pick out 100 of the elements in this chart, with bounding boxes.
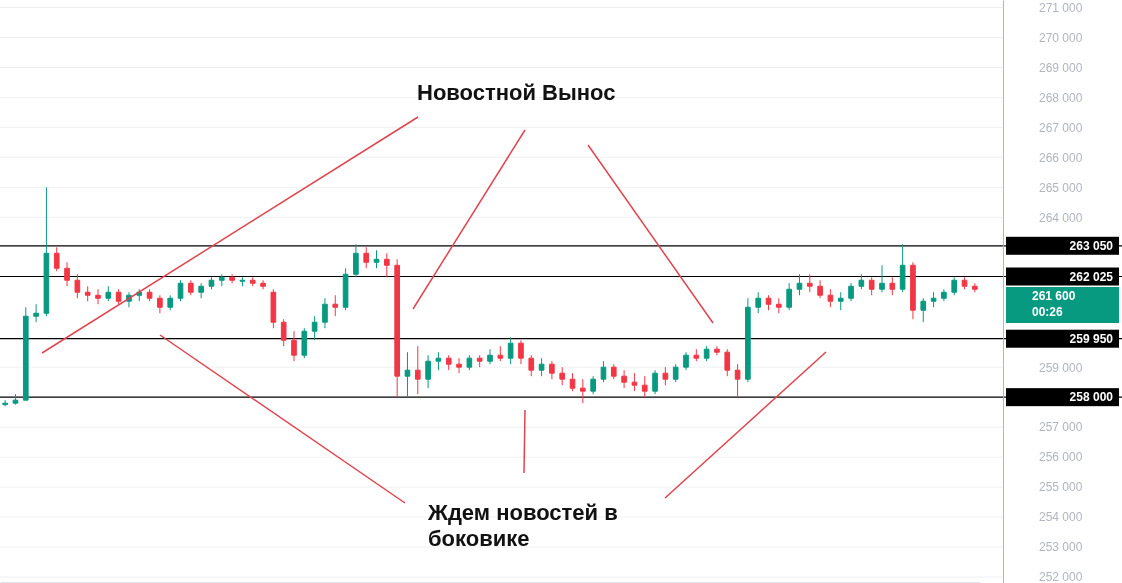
candlestick — [734, 363, 741, 398]
annotation: Ждем новостей в боковике — [427, 500, 618, 551]
text: 00:26 — [1032, 305, 1064, 320]
candlestick — [260, 279, 266, 290]
y-tick-label: 271 000 — [1039, 0, 1083, 15]
candlestick — [373, 249, 380, 269]
y-tick-label: 259 000 — [1039, 360, 1083, 375]
candlestick — [662, 366, 669, 386]
candlestick — [332, 294, 339, 317]
candlestick — [445, 354, 452, 371]
candlestick — [280, 318, 287, 347]
candlestick — [621, 369, 627, 389]
ref-line-label: 259 950 — [1069, 331, 1114, 346]
candlestick — [414, 345, 421, 395]
candlestick — [342, 267, 349, 311]
candlestick — [466, 354, 473, 371]
candlestick — [600, 360, 607, 383]
candlestick — [879, 264, 885, 293]
ref-line-label: 262 025 — [1069, 269, 1114, 284]
candlestick — [507, 336, 514, 365]
ref-line-label: 258 000 — [1069, 390, 1114, 405]
y-tick-label: 254 000 — [1039, 510, 1083, 525]
annotation: Новостной Вынос — [417, 80, 616, 105]
candlestick — [208, 276, 215, 290]
candlestick — [755, 291, 762, 314]
y-tick-label: 270 000 — [1039, 30, 1083, 45]
candlestick — [786, 282, 792, 311]
y-tick-label: 253 000 — [1039, 540, 1083, 555]
candlestick — [538, 357, 545, 377]
candlestick — [930, 291, 937, 308]
candlestick — [703, 345, 710, 362]
candlestick — [806, 273, 813, 293]
candlestick — [693, 348, 700, 362]
candlestick — [580, 378, 586, 404]
candlestick — [239, 276, 246, 287]
text: 261 600 — [1032, 289, 1076, 304]
candlestick — [672, 363, 679, 383]
candlestick — [167, 294, 174, 311]
y-tick-label: 268 000 — [1039, 90, 1083, 105]
candlestick — [858, 273, 865, 290]
y-tick-label: 255 000 — [1039, 480, 1083, 495]
candlestick — [920, 297, 927, 323]
candlestick — [972, 282, 978, 293]
candlestick — [848, 282, 854, 302]
candlestick — [425, 354, 431, 389]
candlestick — [177, 279, 184, 302]
y-tick-label: 269 000 — [1039, 60, 1083, 75]
candlestick — [12, 393, 19, 406]
candlestick — [435, 351, 442, 371]
candlestick — [157, 294, 163, 314]
candlestick — [776, 297, 782, 314]
candlestick — [353, 243, 359, 278]
candlestick — [631, 372, 638, 392]
candlestick — [910, 261, 916, 320]
y-tick-label: 266 000 — [1039, 150, 1083, 165]
y-tick-label: 257 000 — [1039, 420, 1083, 435]
candlestick — [796, 273, 803, 296]
candlestick — [961, 276, 968, 290]
candlestick — [105, 285, 112, 302]
candlestick — [745, 297, 751, 383]
candlestick — [941, 288, 947, 302]
candlestick — [610, 363, 617, 380]
candlestick — [487, 348, 493, 365]
candlestick — [115, 288, 122, 305]
candlestick — [889, 276, 896, 296]
candlestick — [43, 186, 50, 317]
candlestick — [249, 276, 256, 287]
candlestick — [291, 330, 297, 362]
candlestick — [363, 246, 370, 269]
candlestick — [456, 357, 462, 374]
candlestick — [899, 243, 906, 293]
candlestick — [33, 303, 39, 323]
candlestick — [188, 279, 194, 296]
candlestick — [2, 399, 8, 407]
candlestick — [683, 351, 689, 371]
candlestick — [311, 315, 318, 341]
candlestick — [641, 375, 648, 398]
candlestick — [404, 351, 411, 398]
candlestick — [724, 348, 731, 377]
candlestick — [837, 291, 844, 311]
candlestick — [322, 297, 328, 329]
candlestick — [270, 288, 277, 329]
candlestick — [198, 282, 204, 299]
y-tick-label: 252 000 — [1039, 570, 1083, 583]
candlestick — [827, 288, 834, 308]
candlestick — [765, 294, 772, 311]
candlestick — [528, 354, 535, 377]
candlestick — [476, 354, 483, 368]
y-tick-label: 267 000 — [1039, 120, 1083, 135]
candlestick — [569, 372, 576, 392]
candlestick — [301, 327, 308, 359]
candlestick — [229, 273, 235, 284]
candlestick — [518, 339, 524, 365]
candlestick — [868, 276, 875, 296]
candlestick — [22, 306, 29, 401]
candlestick — [817, 279, 823, 299]
candlestick — [497, 345, 504, 362]
ref-line-label: 263 050 — [1069, 238, 1114, 253]
y-tick-label: 264 000 — [1039, 210, 1083, 225]
candlestick — [590, 375, 596, 395]
